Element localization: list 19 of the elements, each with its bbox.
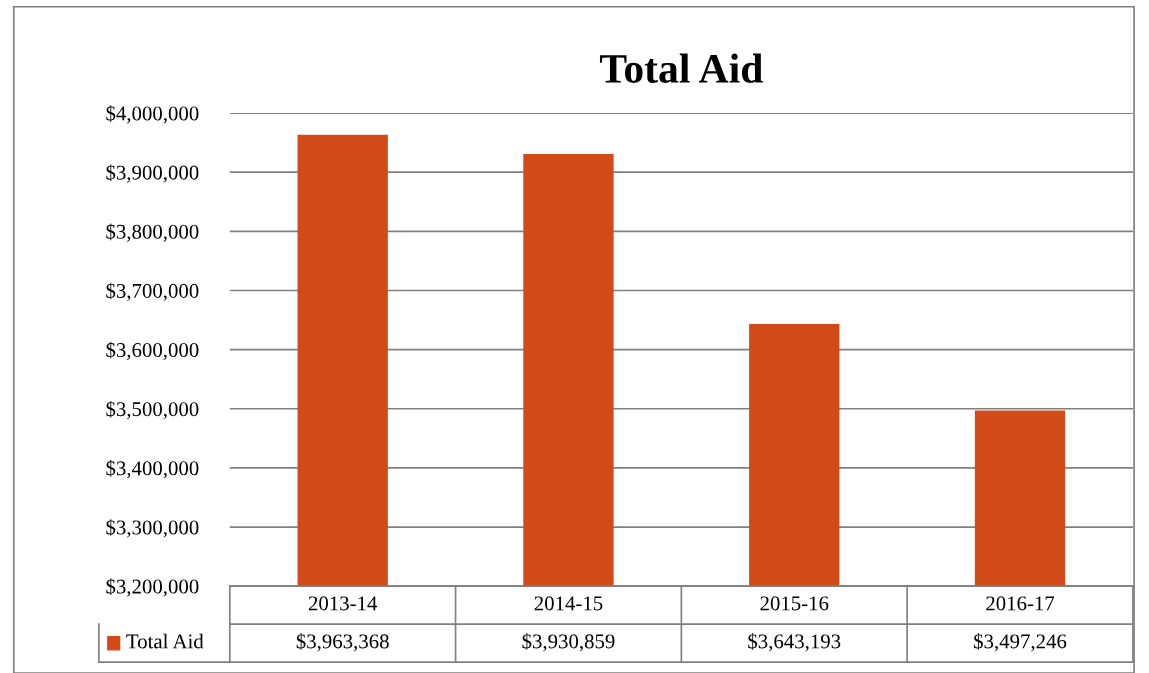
y-tick-label: $3,400,000 [106, 460, 199, 479]
data-label: $3,497,246 [974, 633, 1067, 652]
data-label: $3,930,859 [522, 633, 615, 652]
x-tick-label: 2013-14 [308, 596, 378, 611]
y-tick-label: $3,500,000 [106, 400, 199, 420]
y-tick-label: $4,000,000 [106, 105, 199, 124]
legend-label: Total Aid [126, 633, 204, 649]
y-tick-label: $3,200,000 [106, 578, 199, 597]
chart-title: Total Aid [599, 53, 763, 83]
y-tick-label: $3,600,000 [106, 341, 199, 361]
x-tick-label: 2016-17 [986, 596, 1055, 611]
y-tick-label: $3,800,000 [106, 223, 199, 242]
data-label: $3,643,193 [748, 633, 841, 652]
x-tick-label: 2014-15 [534, 596, 603, 611]
y-tick-label: $3,900,000 [106, 164, 199, 183]
x-tick-label: 2015-16 [760, 596, 829, 611]
y-tick-label: $3,700,000 [106, 282, 199, 301]
y-tick-label: $3,300,000 [106, 519, 199, 538]
data-label: $3,963,368 [296, 633, 389, 652]
